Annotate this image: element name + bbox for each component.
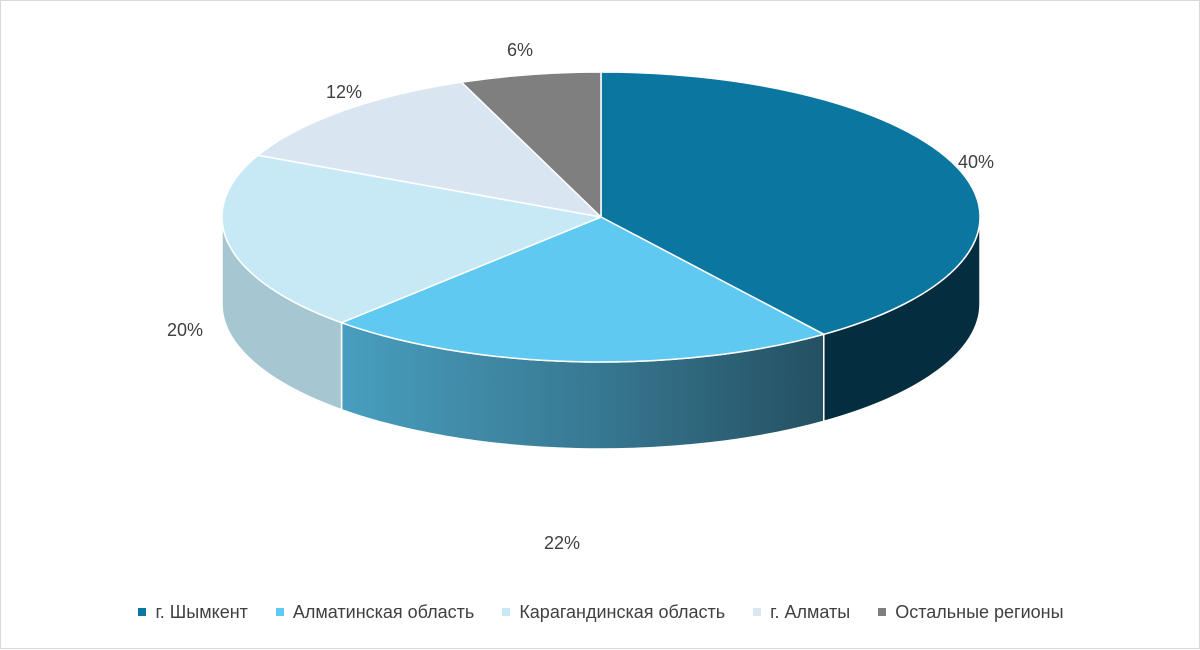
data-label-1: 22% — [544, 533, 580, 553]
data-label-2: 20% — [167, 320, 203, 340]
data-label-4: 6% — [507, 40, 533, 60]
legend: г. Шымкент Алматинская область Карагандинс… — [1, 597, 1200, 627]
legend-swatch-3 — [753, 608, 762, 616]
legend-label-4: Остальные регионы — [895, 601, 1064, 622]
pie-data-labels: 40% 22% 20% 12% 6% — [167, 40, 994, 553]
legend-item-3: г. Алматы — [753, 602, 850, 623]
legend-item-2: Карагандинская область — [502, 602, 725, 623]
pie-slice-4 — [460, 71, 602, 218]
pie-slice-1 — [340, 216, 825, 363]
legend-swatch-1 — [275, 608, 284, 616]
pie-slice-0 — [600, 71, 981, 336]
pie-top — [221, 71, 981, 363]
pie-slice-3 — [257, 81, 602, 218]
legend-item-0: г. Шымкент — [138, 601, 248, 623]
legend-swatch-2 — [502, 608, 511, 616]
data-label-3: 12% — [326, 82, 362, 102]
legend-item-1: Алматинская область — [275, 601, 475, 623]
legend-label-0: г. Шымкент — [155, 601, 248, 622]
data-label-0: 40% — [958, 152, 994, 172]
legend-item-4: Остальные регионы — [878, 601, 1064, 623]
pie-slice-2 — [221, 154, 602, 324]
legend-label-2: Карагандинская область — [519, 601, 726, 622]
legend-swatch-4 — [878, 608, 887, 616]
legend-label-3: г. Алматы — [770, 601, 851, 622]
legend-swatch-0 — [138, 608, 147, 616]
legend-label-1: Алматинская область — [292, 601, 475, 622]
pie-sides — [221, 216, 981, 450]
